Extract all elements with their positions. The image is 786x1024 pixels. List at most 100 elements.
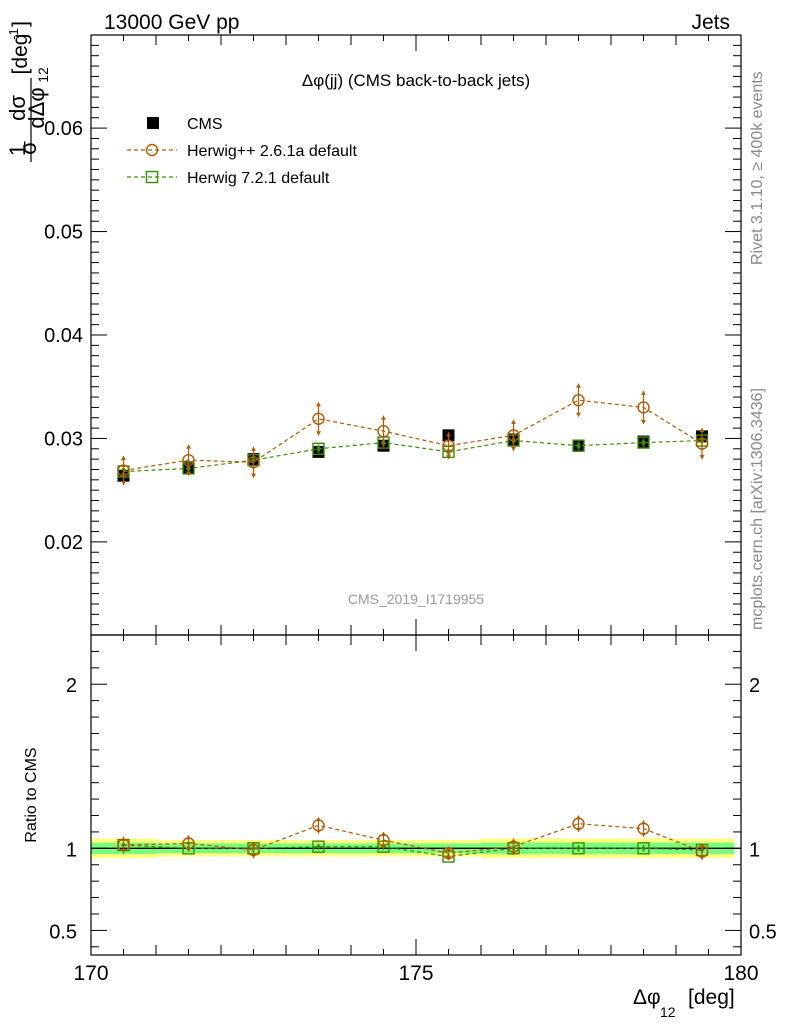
xlabel-main: Δφ [633,986,661,1009]
herwig7-point [572,439,585,452]
legend-label-cms: CMS [187,116,223,133]
ylabel-unit: [deg [9,34,32,75]
ylabel-unit-close: ] [9,21,32,27]
main-ytick-label: 0.04 [44,325,83,347]
ratio-ytick-label-right: 2 [749,675,760,697]
herwigpp-line [123,399,703,472]
ratio-ytick-label-left: 0.5 [49,921,77,943]
ylabel-den: σ [16,141,41,155]
ratio-herwigpp-point [507,840,520,853]
ratio-herwigpp-errorcap-top [446,846,451,851]
herwig7-point [637,436,650,449]
herwigpp-errorcap-bottom [186,471,191,476]
ratio-herwigpp-point [572,817,585,830]
herwig7-errorcap-top [641,438,646,443]
herwigpp-errorcap-top [699,428,705,433]
header-left: 13000 GeV pp [104,11,239,34]
legend-label-herwigpp: Herwig++ 2.6.1a default [187,143,357,160]
herwigpp-errorcap-top [381,415,386,420]
herwigpp-point [247,456,260,469]
legend-marker-herwig7 [145,170,159,184]
ratio-herwigpp-series [117,815,709,860]
herwigpp-point [695,437,709,450]
ratio-herwigpp-point [182,837,195,850]
ylabel-sub: 12 [35,67,51,83]
side-label-top: Rivet 3.1.10, ≥ 400k events [749,71,766,265]
herwigpp-errorcap-bottom [316,431,321,436]
ylabel-unit-sup: -1 [6,28,21,40]
ratio-series-layer [117,815,709,863]
herwigpp-point [182,453,195,467]
ratio-ytick-label-left: 1 [66,839,77,861]
cms-series [117,429,708,482]
herwigpp-errorcap-top [186,444,191,449]
herwig7-errorcap-top [316,444,321,449]
ratio-herwigpp-point [247,843,260,857]
ratio-herwig7-point [572,842,585,855]
ratio-ticks [90,635,742,955]
ratio-herwigpp-point [377,833,390,847]
ylabel-num: 1 [5,144,30,156]
main-tick-labels: 0.02 0.03 0.04 0.05 0.06 [44,118,83,554]
side-label-bottom: mcplots.cern.ch [arXiv:1306.3436] [749,388,766,630]
xlabel-unit: [deg] [688,986,735,1009]
main-ytick-label: 0.06 [44,118,83,140]
ratio-tick-labels: 0.5 0.5 1 1 2 2 [49,675,777,943]
herwigpp-errorcap-top [251,446,256,451]
ratio-panel: 0.5 0.51 12 2 170 175 180 Ratio to CMS Δφ 12 … [23,634,777,1020]
herwigpp-point [117,464,130,477]
legend: CMS Herwig++ 2.6.1a default Herwig 7.2.1… [127,116,357,187]
legend-label-herwig7: Herwig 7.2.1 default [187,170,330,187]
herwigpp-errorcap-top [641,390,646,395]
herwig7-errorcap-top [576,441,581,446]
main-ytick-label: 0.05 [44,222,83,244]
herwig7-series [117,434,709,478]
ratio-ytick-label-right: 0.5 [749,921,777,943]
herwigpp-errorcap-bottom [576,412,581,417]
main-series-layer [117,383,709,485]
xtick-label: 175 [398,962,433,985]
herwigpp-errorcap-bottom [699,455,705,460]
xlabel: Δφ 12 [deg] [633,986,735,1020]
herwigpp-errorcap-bottom [641,419,646,424]
ylabel-dden: dΔφ [24,87,49,128]
x-tick-labels: 170 175 180 [73,962,758,985]
herwigpp-errorcap-top [316,402,321,407]
ratio-frame [90,634,742,956]
herwig7-line [123,439,703,473]
herwigpp-point [507,429,520,442]
xtick-label: 180 [723,962,758,985]
ratio-ytick-label-left: 2 [66,675,77,697]
ratio-ytick-label-right: 1 [749,839,760,861]
xlabel-sub: 12 [660,1004,676,1020]
ratio-herwigpp-errorcap-bottom [446,855,451,860]
herwigpp-errorcap-bottom [446,455,451,460]
ratio-herwig7-errorcap-bottom [316,845,321,850]
herwigpp-point [572,393,585,407]
ylabel-dnum: dσ [5,95,30,121]
ratio-ylabel: Ratio to CMS [23,747,40,842]
herwigpp-errorcap-top [511,419,516,424]
ratio-herwigpp-point [637,822,650,835]
herwigpp-errorcap-bottom [511,446,516,451]
herwigpp-errorcap-bottom [381,442,386,447]
ratio-herwig7-errorcap-bottom [641,847,646,852]
herwigpp-point [637,401,650,414]
ratio-herwig7-errorcap-bottom [576,847,581,852]
herwigpp-errorcap-top [446,432,451,437]
legend-marker-cms [147,117,159,129]
ratio-herwigpp-point [312,819,325,832]
header-right: Jets [691,11,730,34]
herwig7-errorcap-bottom [316,448,321,453]
herwigpp-series [117,383,709,485]
herwig7-errorcap-bottom [641,442,646,447]
watermark: CMS_2019_I1719955 [348,591,484,607]
herwigpp-errorcap-bottom [251,473,256,478]
herwigpp-point [442,439,455,452]
ratio-herwigpp-point [117,838,130,852]
herwigpp-errorcap-top [576,383,581,388]
herwigpp-errorcap-top [121,456,126,461]
herwigpp-errorcap-bottom [121,481,126,485]
main-ylabel: 1 σ dσ dΔφ 12 [deg -1 ] [5,21,51,162]
